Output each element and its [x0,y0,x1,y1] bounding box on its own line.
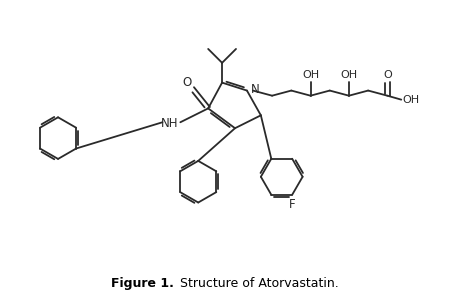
Text: OH: OH [402,95,420,105]
Text: O: O [383,70,392,80]
Text: Figure 1.: Figure 1. [111,277,174,290]
Text: Structure of Atorvastatin.: Structure of Atorvastatin. [176,277,339,290]
Text: OH: OH [302,70,319,80]
Text: F: F [289,198,295,211]
Text: OH: OH [340,70,357,80]
Text: O: O [182,76,192,89]
Text: N: N [251,83,260,96]
Text: NH: NH [161,117,178,130]
